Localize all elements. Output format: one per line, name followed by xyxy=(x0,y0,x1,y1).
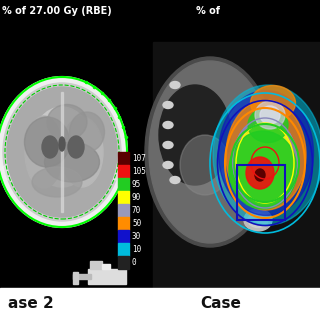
Text: 90: 90 xyxy=(132,193,141,202)
Ellipse shape xyxy=(233,118,298,208)
Text: 0: 0 xyxy=(132,258,137,267)
Ellipse shape xyxy=(32,167,82,197)
Ellipse shape xyxy=(255,101,285,129)
Ellipse shape xyxy=(163,122,173,129)
Bar xyxy=(153,42,320,290)
Ellipse shape xyxy=(255,169,265,181)
Ellipse shape xyxy=(59,137,65,151)
Ellipse shape xyxy=(213,85,320,225)
Bar xyxy=(118,243,129,256)
Ellipse shape xyxy=(163,162,173,169)
Ellipse shape xyxy=(244,209,272,231)
Ellipse shape xyxy=(170,82,180,89)
Text: ase 2: ase 2 xyxy=(8,297,54,311)
Ellipse shape xyxy=(163,141,173,148)
Text: 10: 10 xyxy=(132,245,141,254)
Bar xyxy=(118,152,129,165)
Bar xyxy=(118,217,129,230)
Bar xyxy=(118,230,129,243)
Text: 107: 107 xyxy=(132,154,146,163)
Text: 70: 70 xyxy=(132,206,141,215)
Bar xyxy=(118,256,129,269)
Ellipse shape xyxy=(163,101,173,108)
Text: Case: Case xyxy=(200,297,241,311)
Ellipse shape xyxy=(7,87,117,217)
Ellipse shape xyxy=(42,136,58,158)
Ellipse shape xyxy=(229,131,297,209)
Bar xyxy=(118,191,129,204)
Ellipse shape xyxy=(246,157,274,189)
Ellipse shape xyxy=(31,107,93,187)
Ellipse shape xyxy=(0,78,126,226)
Ellipse shape xyxy=(145,57,275,247)
Ellipse shape xyxy=(260,106,280,124)
Ellipse shape xyxy=(226,100,306,210)
Ellipse shape xyxy=(149,61,271,243)
Ellipse shape xyxy=(44,142,100,182)
Text: 50: 50 xyxy=(132,219,141,228)
Bar xyxy=(61,92,63,212)
Ellipse shape xyxy=(25,116,63,188)
Text: 30: 30 xyxy=(132,232,141,241)
Bar xyxy=(237,165,285,220)
Ellipse shape xyxy=(251,85,295,121)
Ellipse shape xyxy=(69,112,105,152)
Ellipse shape xyxy=(68,136,84,158)
Ellipse shape xyxy=(61,117,103,187)
Bar xyxy=(118,204,129,217)
Text: % of: % of xyxy=(196,6,220,16)
Ellipse shape xyxy=(0,157,125,187)
Ellipse shape xyxy=(236,125,294,205)
Ellipse shape xyxy=(248,212,268,228)
Bar xyxy=(118,165,129,178)
Ellipse shape xyxy=(170,177,180,183)
Bar xyxy=(73,274,91,279)
Text: % of 27.00 Gy (RBE): % of 27.00 Gy (RBE) xyxy=(2,6,112,16)
Ellipse shape xyxy=(3,83,121,221)
Bar xyxy=(73,272,78,284)
Ellipse shape xyxy=(47,105,87,140)
Text: 95: 95 xyxy=(132,180,141,189)
Bar xyxy=(88,269,126,284)
Ellipse shape xyxy=(159,85,231,185)
Bar xyxy=(0,42,152,290)
Ellipse shape xyxy=(25,117,69,167)
Bar xyxy=(118,178,129,191)
Ellipse shape xyxy=(180,135,230,195)
Ellipse shape xyxy=(248,108,288,142)
Bar xyxy=(90,261,102,269)
Bar xyxy=(0,288,320,320)
Bar xyxy=(102,264,110,269)
Text: 105: 105 xyxy=(132,167,146,176)
Ellipse shape xyxy=(219,91,314,215)
